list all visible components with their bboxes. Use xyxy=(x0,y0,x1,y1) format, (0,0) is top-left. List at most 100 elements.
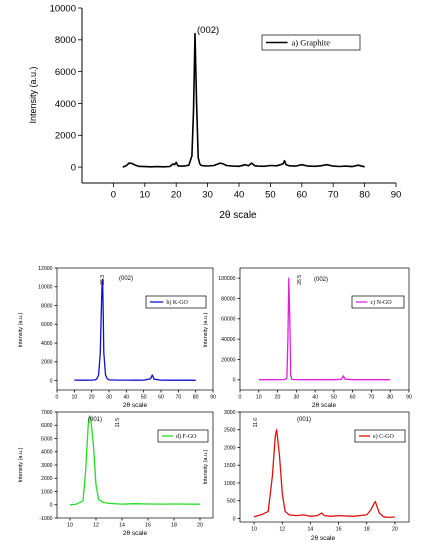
x-tick-label: 30 xyxy=(293,395,299,401)
x-axis-label: 2θ scale xyxy=(312,402,337,409)
legend-box xyxy=(157,429,209,443)
y-tick-label: 80000 xyxy=(221,296,236,302)
x-tick-label: 80 xyxy=(193,395,199,401)
x-tick-label: 60 xyxy=(158,395,164,401)
legend-label: c) N-GO xyxy=(370,299,392,306)
series-line-1 xyxy=(122,32,365,168)
y-tick-label: 10000 xyxy=(50,3,76,14)
y-tick-label: 4000 xyxy=(41,341,53,347)
y-tick-label: 500 xyxy=(227,499,236,505)
y-tick-label: 4000 xyxy=(55,99,76,110)
legend-label: d) F-GO xyxy=(176,433,197,440)
peak-position-label: 26.3 xyxy=(100,275,106,285)
x-tick-label: 80 xyxy=(387,395,393,401)
y-tick-label: 6000 xyxy=(41,322,53,328)
legend-box xyxy=(354,429,406,443)
y-tick-label: 0 xyxy=(50,378,53,384)
y-axis-label: Intensity (a.u.) xyxy=(203,312,209,347)
y-axis-label: Intensity (a.u.) xyxy=(18,312,24,347)
x-tick-label: 70 xyxy=(369,395,375,401)
chart-panel-2: 0 10 20 30 40 50 60 70 80 90 0 2000 4000 6000 8000 1000… xyxy=(18,266,216,409)
x-tick-label: 90 xyxy=(406,395,412,401)
y-tick-label: 2000 xyxy=(41,476,53,482)
peak-index-label: (002) xyxy=(119,276,133,282)
x-tick-label: 16 xyxy=(336,527,342,533)
x-tick-label: 14 xyxy=(119,523,125,529)
y-tick-label: 3000 xyxy=(41,463,53,469)
legend-box xyxy=(145,295,207,309)
x-tick-label: 40 xyxy=(123,395,129,401)
x-tick-label: 18 xyxy=(171,523,177,529)
legend-label: e) C-GO xyxy=(373,433,394,440)
y-tick-label: 8000 xyxy=(41,303,53,309)
y-axis-label: Intensity (a.u.) xyxy=(28,66,38,123)
x-tick-label: 16 xyxy=(145,523,151,529)
x-axis-label: 2θ scale xyxy=(123,530,148,537)
peak-index-label: (001) xyxy=(88,417,102,423)
y-tick-label: 6000 xyxy=(41,423,53,429)
x-axis-label: 2θ scale xyxy=(219,210,257,221)
x-tick-label: 0 xyxy=(111,190,116,201)
x-tick-label: 30 xyxy=(106,395,112,401)
x-tick-label: 20 xyxy=(89,395,95,401)
peak-position-label: 26.5 xyxy=(297,275,303,285)
x-tick-label: 10 xyxy=(67,523,73,529)
chart-panel-5: 10 12 14 16 18 20 0 500 1000 1500 2000 2500 3000 2θ s… xyxy=(203,410,410,542)
x-tick-label: 10 xyxy=(251,527,257,533)
peak-index-label: (002) xyxy=(314,277,328,283)
legend-label: a) Graphite xyxy=(292,37,331,47)
x-tick-label: 60 xyxy=(297,190,308,201)
x-tick-label: 30 xyxy=(202,190,213,201)
y-tick-label: 0 xyxy=(233,516,236,522)
x-tick-label: 0 xyxy=(239,395,242,401)
plot-frame xyxy=(239,411,410,523)
y-tick-label: 1000 xyxy=(224,481,236,487)
x-tick-label: 70 xyxy=(328,190,339,201)
series-line-1 xyxy=(69,415,201,506)
x-tick-label: 70 xyxy=(175,395,181,401)
y-tick-label: 0 xyxy=(233,378,236,384)
y-tick-label: 4000 xyxy=(41,450,53,456)
x-tick-label: 14 xyxy=(308,527,314,533)
y-tick-label: 7000 xyxy=(41,410,53,416)
y-tick-label: 8000 xyxy=(55,35,76,46)
x-tick-label: 90 xyxy=(391,190,402,201)
peak-position-label: 11.6 xyxy=(253,418,259,428)
y-tick-label: 2000 xyxy=(41,360,53,366)
x-tick-label: 20 xyxy=(275,395,281,401)
x-tick-label: 40 xyxy=(312,395,318,401)
legend-box xyxy=(351,295,405,309)
x-tick-label: 12 xyxy=(279,527,285,533)
x-tick-label: 50 xyxy=(141,395,147,401)
legend-label: b) K-GO xyxy=(166,299,188,306)
y-tick-label: 6000 xyxy=(55,67,76,78)
y-tick-label: 3000 xyxy=(224,410,236,416)
plot-frame xyxy=(239,267,410,391)
x-tick-label: 80 xyxy=(359,190,370,201)
x-tick-label: 12 xyxy=(93,523,99,529)
x-tick-label: 60 xyxy=(350,395,356,401)
y-tick-label: 1500 xyxy=(224,463,236,469)
x-tick-label: 10 xyxy=(71,395,77,401)
y-tick-label: 0 xyxy=(50,503,53,509)
x-tick-label: 50 xyxy=(331,395,337,401)
x-tick-label: 18 xyxy=(364,527,370,533)
y-tick-label: 2500 xyxy=(224,428,236,434)
x-tick-label: 0 xyxy=(56,395,59,401)
series-line-1 xyxy=(253,429,395,519)
series-line-1 xyxy=(74,278,196,381)
y-tick-label: 10000 xyxy=(38,285,53,291)
x-tick-label: 50 xyxy=(265,190,276,201)
peak-position-label: 11.5 xyxy=(115,418,121,428)
y-tick-label: 1000 xyxy=(41,489,53,495)
x-tick-label: 20 xyxy=(392,527,398,533)
x-tick-label: 10 xyxy=(256,395,262,401)
x-tick-label: 10 xyxy=(140,190,151,201)
x-tick-label: 20 xyxy=(197,523,203,529)
y-tick-label: 2000 xyxy=(224,445,236,451)
y-tick-label: 100000 xyxy=(218,276,235,282)
y-tick-label: 2000 xyxy=(55,131,76,142)
x-tick-label: 90 xyxy=(210,395,216,401)
y-axis-label: Intensity (a.u.) xyxy=(203,449,209,484)
y-tick-label: 40000 xyxy=(221,337,236,343)
